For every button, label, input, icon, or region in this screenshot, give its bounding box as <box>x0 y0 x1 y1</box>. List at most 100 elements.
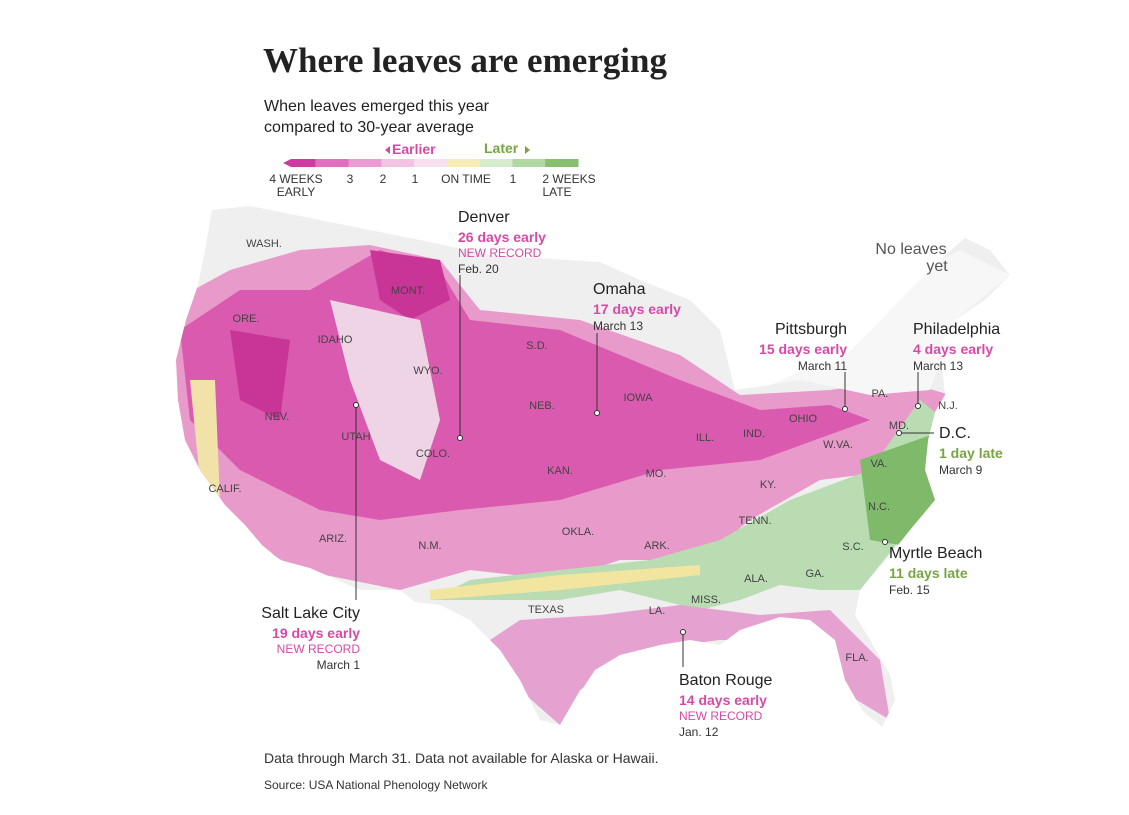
city-change: 17 days early <box>593 301 681 317</box>
state-label: W.VA. <box>823 439 853 451</box>
legend-label: 1 <box>510 172 517 186</box>
source: Source: USA National Phenology Network <box>264 778 488 792</box>
legend-label: 4 WEEKS <box>269 172 322 186</box>
state-label: GA. <box>806 568 825 580</box>
legend-swatch <box>381 159 415 167</box>
legend-label: 2 <box>380 172 387 186</box>
legend-earlier: Earlier <box>392 141 436 157</box>
state-label: TENN. <box>739 515 772 527</box>
city-date: March 13 <box>593 319 643 333</box>
state-label: WYO. <box>413 365 442 377</box>
city-date: March 11 <box>798 359 847 373</box>
city-name: D.C. <box>939 425 971 442</box>
state-label: CALIF. <box>208 483 241 495</box>
subtitle: When leaves emerged this year <box>264 98 490 115</box>
legend-label: 1 <box>412 172 419 186</box>
state-label: ALA. <box>744 573 768 585</box>
city-name: Myrtle Beach <box>889 545 982 562</box>
state-label: ORE. <box>233 313 260 325</box>
state-label: ARK. <box>644 540 670 552</box>
state-label: WASH. <box>246 238 282 250</box>
legend-swatch <box>512 159 546 167</box>
city-date: March 1 <box>317 658 361 672</box>
arrow <box>385 146 390 154</box>
legend-swatch <box>283 159 316 167</box>
city-name: Salt Lake City <box>261 605 360 622</box>
state-label: OHIO <box>789 413 818 425</box>
legend-swatch <box>479 159 513 167</box>
city-change: 1 day late <box>939 445 1003 461</box>
state-label: ARIZ. <box>319 533 347 545</box>
city-note: NEW RECORD <box>277 642 361 656</box>
state-label: PA. <box>872 388 889 400</box>
state-label: COLO. <box>416 448 450 460</box>
state-label: N.J. <box>938 400 958 412</box>
no-data-note: No leaves <box>875 241 946 258</box>
region <box>230 250 450 420</box>
state-label: NEV. <box>265 411 290 423</box>
legend-label: 3 <box>347 172 354 186</box>
region <box>430 565 700 600</box>
region <box>430 400 945 610</box>
city-dot <box>594 410 600 416</box>
city-change: 4 days early <box>913 341 993 357</box>
state-label: N.C. <box>868 501 890 513</box>
state-label: N.M. <box>418 540 441 552</box>
legend-swatch <box>414 159 448 167</box>
state-label: KY. <box>760 479 776 491</box>
city-date: Feb. 20 <box>458 262 499 276</box>
city-change: 19 days early <box>272 625 360 641</box>
arrow <box>525 146 530 154</box>
state-label: IDAHO <box>318 334 353 346</box>
city-name: Omaha <box>593 281 646 298</box>
city-change: 14 days early <box>679 692 767 708</box>
no-data-note: yet <box>926 258 948 275</box>
city-date: March 13 <box>913 359 963 373</box>
city-dot <box>915 403 921 409</box>
state-label: S.C. <box>842 541 863 553</box>
city-dot <box>353 402 359 408</box>
city-date: March 9 <box>939 463 983 477</box>
city-dot <box>842 406 848 412</box>
city-change: 26 days early <box>458 229 546 245</box>
legend-later: Later <box>484 140 519 156</box>
legend-label: EARLY <box>277 185 315 199</box>
state-label: FLA. <box>845 652 868 664</box>
city-dot <box>882 539 888 545</box>
state-label: MO. <box>646 468 667 480</box>
state-label: VA. <box>871 458 888 470</box>
state-label: IOWA <box>624 392 654 404</box>
city-name: Pittsburgh <box>775 321 847 338</box>
city-name: Philadelphia <box>913 321 1000 338</box>
legend-label: LATE <box>542 185 571 199</box>
legend-swatch <box>446 159 481 167</box>
state-label: TEXAS <box>528 604 564 616</box>
region <box>330 300 440 480</box>
state-label: S.D. <box>526 340 547 352</box>
subtitle: compared to 30-year average <box>264 119 474 136</box>
city-note: NEW RECORD <box>679 709 763 723</box>
city-date: Jan. 12 <box>679 725 719 739</box>
city-note: NEW RECORD <box>458 246 542 260</box>
state-labels: WASH. ORE. IDAHO MONT. WYO. NEV. UTAH CA… <box>208 238 957 664</box>
legend-label: ON TIME <box>441 172 491 186</box>
title: Where leaves are emerging <box>263 41 667 80</box>
footnote: Data through March 31. Data not availabl… <box>264 750 659 766</box>
state-label: MISS. <box>691 594 721 606</box>
city-dot <box>680 629 686 635</box>
region <box>190 380 220 500</box>
city-dot <box>457 435 463 441</box>
state-label: IND. <box>743 428 765 440</box>
legend-label: 2 WEEKS <box>542 172 595 186</box>
legend: Earlier Later 4 WEEKS EARLY 3 2 1 ON TIM… <box>269 140 595 199</box>
state-label: MONT. <box>391 285 425 297</box>
state-label: LA. <box>649 605 666 617</box>
city-name: Baton Rouge <box>679 672 773 689</box>
legend-swatch <box>545 159 579 167</box>
state-label: OKLA. <box>562 526 594 538</box>
city-change: 11 days late <box>889 565 968 581</box>
city-dot <box>896 430 902 436</box>
city-name: Denver <box>458 209 510 226</box>
